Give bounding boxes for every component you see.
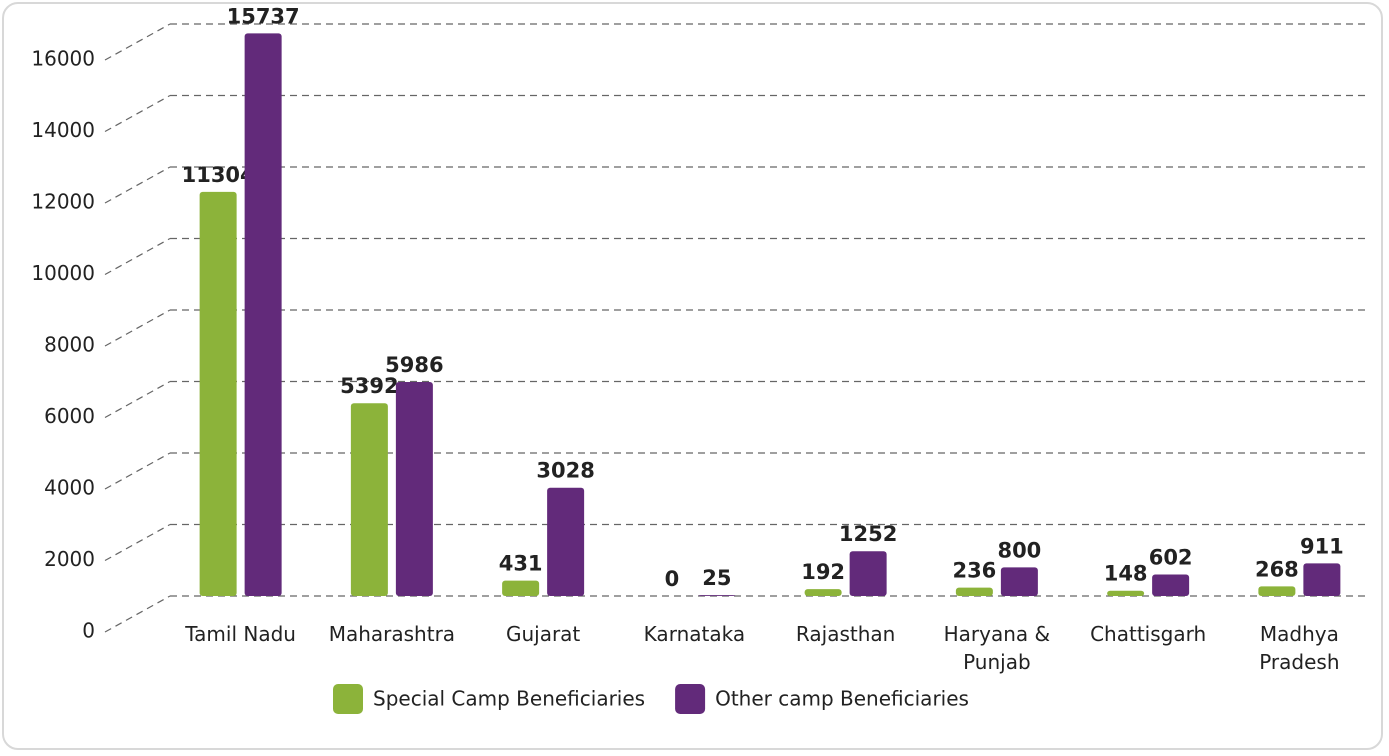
value-label: 192 [801,560,845,584]
value-label: 431 [499,552,543,576]
bar [1303,563,1341,596]
bar [395,382,433,596]
value-label: 11304 [182,163,255,187]
value-label: 0 [665,567,680,591]
value-label: 5392 [340,374,398,398]
bar [199,191,237,596]
grid-line-depth [104,237,171,276]
x-tick-label: Tamil Nadu [185,622,296,646]
value-label: 800 [997,538,1041,562]
grid-line-depth [104,523,171,562]
value-label: 25 [702,566,731,590]
x-tick-label: Haryana & Punjab [943,622,1051,674]
legend-label: Other camp Beneficiaries [715,687,969,711]
x-tick-label: Gujarat [505,622,581,646]
bar [1152,574,1190,596]
bar [1107,590,1145,596]
y-tick-label: 6000 [44,404,95,428]
bar [244,33,282,597]
value-label: 236 [952,559,996,583]
x-tick-label: Chattisgarh [1090,622,1207,646]
y-tick-label: 0 [82,619,95,643]
bar [698,595,736,596]
value-label: 1252 [839,522,897,546]
x-tick-label: Madhya Pradesh [1259,622,1340,674]
grid-line-depth [104,166,171,204]
value-label: 15737 [227,4,300,28]
bar [1000,567,1038,596]
grid-line-depth [104,380,171,419]
legend-swatch [675,684,706,714]
y-tick-label: 4000 [44,476,95,500]
grid-line-depth [104,23,171,61]
grid-line-depth [104,309,171,347]
value-label: 911 [1300,534,1344,558]
y-tick-label: 2000 [44,547,95,571]
bar [849,551,887,596]
legend-swatch [333,684,363,714]
grid-line-depth [104,452,171,490]
value-label: 3028 [536,459,594,483]
bar [350,403,388,596]
bar [955,587,993,596]
bar [502,580,540,596]
y-tick-label: 8000 [44,333,95,357]
x-tick-label: Maharashtra [328,622,456,646]
bar [804,589,842,596]
bar [1258,586,1296,596]
value-label: 5986 [385,353,443,377]
value-label: 148 [1104,562,1148,586]
value-label: 268 [1255,557,1299,581]
y-tick-label: 10000 [31,261,95,285]
x-tick-label: Karnataka [643,622,746,646]
grid-line-depth [104,595,171,633]
value-label: 602 [1149,545,1193,569]
y-tick-label: 12000 [31,190,95,214]
grid-line-depth [104,94,171,133]
x-tick-label: Rajasthan [795,622,896,646]
y-tick-label: 14000 [31,118,95,142]
y-tick-label: 16000 [31,47,95,71]
bar [547,487,585,596]
legend-label: Special Camp Beneficiaries [373,687,645,711]
